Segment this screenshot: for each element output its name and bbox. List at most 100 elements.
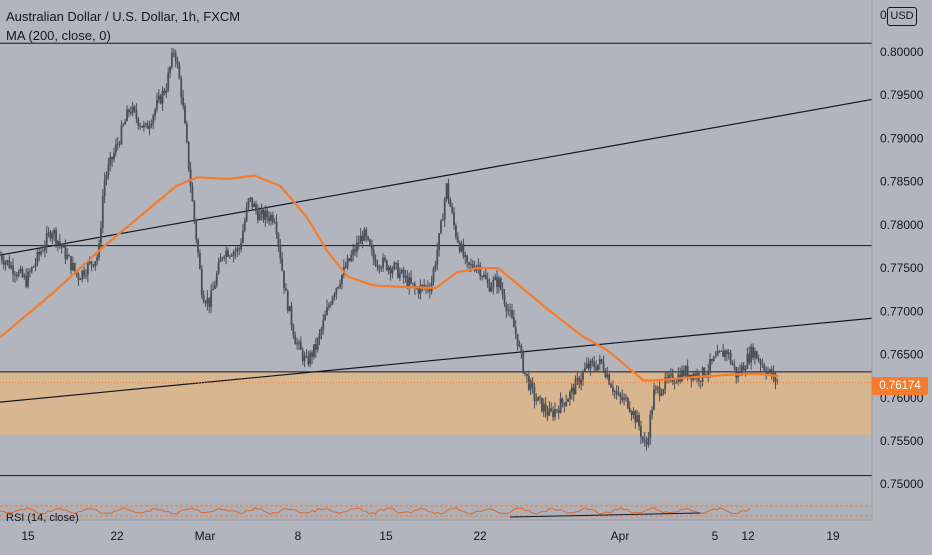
candle-body [223, 256, 226, 258]
candle-body [45, 233, 48, 247]
candle-body [595, 367, 597, 370]
candle-body [197, 239, 199, 254]
candle-body [301, 349, 304, 361]
candle-body [182, 97, 185, 107]
candle-body [445, 183, 448, 200]
candle-body [36, 251, 39, 264]
trendline-1 [0, 317, 873, 403]
candle-body [38, 251, 41, 255]
candle-body [774, 373, 777, 382]
candle-body [128, 109, 130, 113]
candle-body [626, 397, 629, 408]
candle-body [199, 253, 201, 269]
candle-body [733, 364, 736, 368]
candle-body [613, 391, 616, 392]
candle-body [656, 386, 659, 388]
candle-body [593, 362, 596, 368]
candle-body [303, 356, 306, 361]
candle-body [649, 414, 652, 439]
candle-body [722, 350, 725, 357]
candle-body [240, 242, 242, 250]
candle-body [187, 141, 190, 170]
candle-body [88, 261, 91, 264]
candle-body [554, 409, 556, 417]
candle-body [647, 438, 650, 445]
candle-body [73, 263, 76, 272]
candle-body [180, 78, 183, 98]
trendline-0 [0, 98, 873, 256]
candle-body [675, 382, 678, 384]
candle-body [195, 220, 198, 240]
candle-body [311, 352, 313, 357]
candle-body [6, 260, 9, 262]
candle-body [30, 267, 33, 272]
candle-body [313, 344, 315, 357]
candle-body [92, 264, 95, 267]
candle-body [139, 125, 142, 127]
candle-body [94, 261, 97, 267]
x-tick-label: Mar [195, 529, 216, 543]
candle-body [167, 72, 170, 91]
last-price-badge: 0.76174 [872, 377, 928, 395]
candle-body [770, 369, 773, 377]
candle-body [387, 267, 390, 271]
candle-body [582, 371, 584, 380]
candle-body [512, 317, 515, 328]
candle-body [314, 344, 317, 350]
candle-body [714, 355, 717, 358]
candle-body [66, 255, 69, 259]
candle-body [640, 426, 642, 437]
y-tick-label: 0.79000 [880, 131, 924, 145]
candle-body [421, 285, 424, 286]
candle-body [234, 251, 237, 253]
candle-body [215, 273, 218, 286]
candle-body [137, 118, 140, 126]
candle-body [156, 100, 158, 110]
candle-body [438, 233, 441, 251]
candle-body [673, 383, 676, 384]
candle-body [154, 109, 156, 116]
rsi-line [0, 507, 751, 515]
candle-body [40, 251, 43, 255]
candle-body [484, 274, 487, 280]
candle-body [432, 268, 435, 283]
candle-body [413, 283, 416, 289]
y-tick-label: 0.77000 [880, 304, 924, 318]
symbol-title: Australian Dollar / U.S. Dollar, 1h, FXC… [6, 9, 241, 24]
candle-body [260, 209, 263, 214]
candle-body [729, 352, 732, 363]
candle-body [361, 235, 364, 241]
candle-body [258, 213, 261, 221]
candle-body [324, 314, 327, 321]
candle-body [550, 408, 553, 411]
candle-body [694, 373, 697, 379]
candle-body [299, 341, 302, 350]
candle-body [707, 370, 710, 375]
candle-body [505, 304, 508, 312]
candle-body [346, 258, 349, 268]
candle-body [79, 279, 82, 280]
candle-body [305, 356, 308, 357]
candle-body [51, 233, 54, 239]
candle-body [501, 288, 504, 295]
candle-body [572, 387, 575, 395]
candle-body [90, 261, 93, 265]
candle-body [219, 258, 222, 263]
candle-body [660, 393, 663, 396]
rsi-trendline [509, 512, 701, 518]
candle-body [668, 375, 670, 380]
candle-body [578, 377, 581, 385]
candle-body [271, 214, 274, 222]
candle-body [651, 409, 654, 415]
candle-body [600, 359, 603, 363]
currency-badge[interactable]: USD [887, 7, 917, 26]
candle-body [208, 297, 211, 307]
candle-body [77, 274, 80, 280]
candle-body [597, 364, 599, 370]
candle-body [552, 410, 554, 417]
candle-body [739, 371, 741, 374]
candle-body [434, 264, 437, 269]
candle-body [611, 387, 614, 392]
